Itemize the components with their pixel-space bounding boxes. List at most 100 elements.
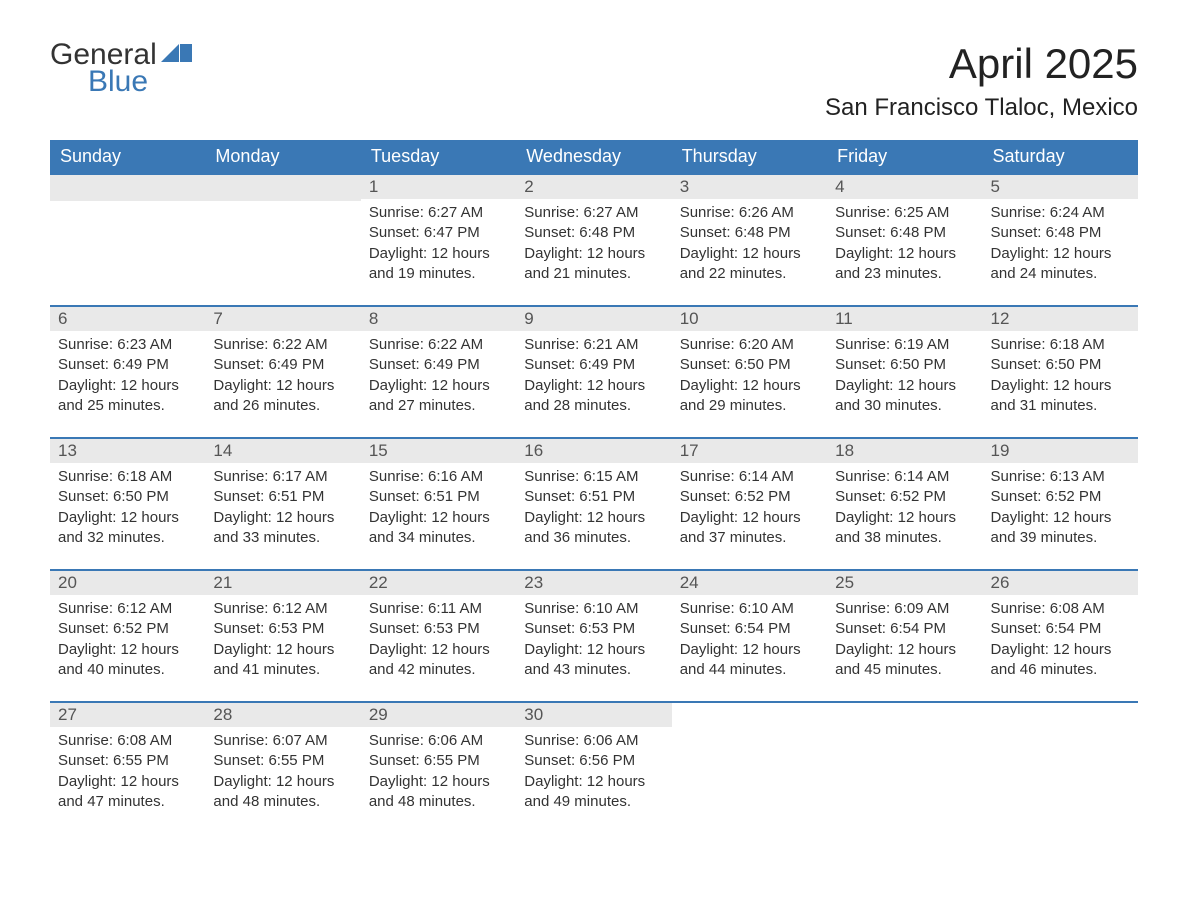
day-number: 4 — [827, 175, 982, 199]
sunset-line: Sunset: 6:47 PM — [369, 223, 508, 243]
calendar-week-row: 6Sunrise: 6:23 AMSunset: 6:49 PMDaylight… — [50, 306, 1138, 438]
day-number: 5 — [983, 175, 1138, 199]
day-body: Sunrise: 6:07 AMSunset: 6:55 PMDaylight:… — [205, 727, 360, 820]
daylight-line: Daylight: 12 hours and 21 minutes. — [524, 244, 663, 285]
sunset-line: Sunset: 6:55 PM — [369, 751, 508, 771]
sunset-line: Sunset: 6:48 PM — [524, 223, 663, 243]
sunset-line: Sunset: 6:54 PM — [680, 619, 819, 639]
calendar-cell: 23Sunrise: 6:10 AMSunset: 6:53 PMDayligh… — [516, 570, 671, 702]
daylight-line: Daylight: 12 hours and 30 minutes. — [835, 376, 974, 417]
calendar-header-row: Sunday Monday Tuesday Wednesday Thursday… — [50, 140, 1138, 174]
sunrise-line: Sunrise: 6:06 AM — [524, 731, 663, 751]
calendar-cell: 22Sunrise: 6:11 AMSunset: 6:53 PMDayligh… — [361, 570, 516, 702]
sunset-line: Sunset: 6:53 PM — [524, 619, 663, 639]
calendar-cell: 2Sunrise: 6:27 AMSunset: 6:48 PMDaylight… — [516, 174, 671, 306]
sunset-line: Sunset: 6:50 PM — [835, 355, 974, 375]
calendar-cell: 6 Sunrise: 6:23 AMSunset: 6:49 PMDaylight… — [50, 306, 205, 438]
calendar-cell: 27Sunrise: 6:08 AMSunset: 6:55 PMDayligh… — [50, 702, 205, 834]
daylight-line: Daylight: 12 hours and 43 minutes. — [524, 640, 663, 681]
month-title: April 2025 — [825, 40, 1138, 88]
day-body: Sunrise: 6:15 AMSunset: 6:51 PMDaylight:… — [516, 463, 671, 556]
sunrise-line: Sunrise: 6:23 AM — [58, 335, 197, 355]
calendar-cell: 8Sunrise: 6:22 AMSunset: 6:49 PMDaylight… — [361, 306, 516, 438]
col-thursday: Thursday — [672, 140, 827, 174]
calendar-cell — [983, 702, 1138, 834]
sunrise-line: Sunrise: 6:08 AM — [991, 599, 1130, 619]
sunrise-line: Sunrise: 6:18 AM — [58, 467, 197, 487]
day-number: 15 — [361, 439, 516, 463]
sunrise-line: Sunrise: 6:13 AM — [991, 467, 1130, 487]
daylight-line: Daylight: 12 hours and 38 minutes. — [835, 508, 974, 549]
location-subtitle: San Francisco Tlaloc, Mexico — [825, 94, 1138, 122]
day-body: Sunrise: 6:10 AMSunset: 6:53 PMDaylight:… — [516, 595, 671, 688]
daylight-line: Daylight: 12 hours and 34 minutes. — [369, 508, 508, 549]
day-number: 6 — [50, 307, 205, 331]
sunrise-line: Sunrise: 6:10 AM — [680, 599, 819, 619]
sunrise-line: Sunrise: 6:09 AM — [835, 599, 974, 619]
day-body: Sunrise: 6:27 AMSunset: 6:47 PMDaylight:… — [361, 199, 516, 292]
calendar-cell: 30Sunrise: 6:06 AMSunset: 6:56 PMDayligh… — [516, 702, 671, 834]
sunrise-line: Sunrise: 6:06 AM — [369, 731, 508, 751]
daylight-line: Daylight: 12 hours and 23 minutes. — [835, 244, 974, 285]
calendar-cell: 9Sunrise: 6:21 AMSunset: 6:49 PMDaylight… — [516, 306, 671, 438]
calendar-cell — [672, 702, 827, 834]
day-number: 10 — [672, 307, 827, 331]
daylight-line: Daylight: 12 hours and 25 minutes. — [58, 376, 197, 417]
sunset-line: Sunset: 6:49 PM — [369, 355, 508, 375]
sunrise-line: Sunrise: 6:19 AM — [835, 335, 974, 355]
day-body: Sunrise: 6:12 AMSunset: 6:52 PMDaylight:… — [50, 595, 205, 688]
sunset-line: Sunset: 6:50 PM — [680, 355, 819, 375]
col-tuesday: Tuesday — [361, 140, 516, 174]
col-wednesday: Wednesday — [516, 140, 671, 174]
calendar-cell: 12Sunrise: 6:18 AMSunset: 6:50 PMDayligh… — [983, 306, 1138, 438]
day-body: Sunrise: 6:11 AMSunset: 6:53 PMDaylight:… — [361, 595, 516, 688]
calendar-table: Sunday Monday Tuesday Wednesday Thursday… — [50, 140, 1138, 834]
day-body: Sunrise: 6:12 AMSunset: 6:53 PMDaylight:… — [205, 595, 360, 688]
day-body: Sunrise: 6:22 AMSunset: 6:49 PMDaylight:… — [361, 331, 516, 424]
sunset-line: Sunset: 6:49 PM — [524, 355, 663, 375]
sunrise-line: Sunrise: 6:08 AM — [58, 731, 197, 751]
calendar-week-row: 1Sunrise: 6:27 AMSunset: 6:47 PMDaylight… — [50, 174, 1138, 306]
day-number: 12 — [983, 307, 1138, 331]
day-body: Sunrise: 6:18 AMSunset: 6:50 PMDaylight:… — [50, 463, 205, 556]
day-number: 18 — [827, 439, 982, 463]
day-number: 17 — [672, 439, 827, 463]
calendar-cell — [205, 174, 360, 306]
sunrise-line: Sunrise: 6:07 AM — [213, 731, 352, 751]
day-body: Sunrise: 6:14 AMSunset: 6:52 PMDaylight:… — [672, 463, 827, 556]
sunset-line: Sunset: 6:56 PM — [524, 751, 663, 771]
sunrise-line: Sunrise: 6:18 AM — [991, 335, 1130, 355]
calendar-cell: 13Sunrise: 6:18 AMSunset: 6:50 PMDayligh… — [50, 438, 205, 570]
day-number: 7 — [205, 307, 360, 331]
day-body: Sunrise: 6:16 AMSunset: 6:51 PMDaylight:… — [361, 463, 516, 556]
day-body: Sunrise: 6:24 AMSunset: 6:48 PMDaylight:… — [983, 199, 1138, 292]
sunset-line: Sunset: 6:51 PM — [213, 487, 352, 507]
sunset-line: Sunset: 6:49 PM — [213, 355, 352, 375]
sunrise-line: Sunrise: 6:22 AM — [213, 335, 352, 355]
daylight-line: Daylight: 12 hours and 29 minutes. — [680, 376, 819, 417]
day-number: 20 — [50, 571, 205, 595]
calendar-cell: 21Sunrise: 6:12 AMSunset: 6:53 PMDayligh… — [205, 570, 360, 702]
col-saturday: Saturday — [983, 140, 1138, 174]
sunrise-line: Sunrise: 6:14 AM — [835, 467, 974, 487]
sunrise-line: Sunrise: 6:24 AM — [991, 203, 1130, 223]
day-number: 1 — [361, 175, 516, 199]
day-number: 24 — [672, 571, 827, 595]
sunrise-line: Sunrise: 6:17 AM — [213, 467, 352, 487]
daylight-line: Daylight: 12 hours and 36 minutes. — [524, 508, 663, 549]
day-body: Sunrise: 6:13 AMSunset: 6:52 PMDaylight:… — [983, 463, 1138, 556]
calendar-cell: 7Sunrise: 6:22 AMSunset: 6:49 PMDaylight… — [205, 306, 360, 438]
col-sunday: Sunday — [50, 140, 205, 174]
sunrise-line: Sunrise: 6:11 AM — [369, 599, 508, 619]
day-number: 13 — [50, 439, 205, 463]
daylight-line: Daylight: 12 hours and 22 minutes. — [680, 244, 819, 285]
daylight-line: Daylight: 12 hours and 42 minutes. — [369, 640, 508, 681]
calendar-cell: 18Sunrise: 6:14 AMSunset: 6:52 PMDayligh… — [827, 438, 982, 570]
calendar-body: 1Sunrise: 6:27 AMSunset: 6:47 PMDaylight… — [50, 174, 1138, 834]
sunset-line: Sunset: 6:55 PM — [58, 751, 197, 771]
day-number: 2 — [516, 175, 671, 199]
sunrise-line: Sunrise: 6:22 AM — [369, 335, 508, 355]
sunrise-line: Sunrise: 6:27 AM — [524, 203, 663, 223]
sunset-line: Sunset: 6:49 PM — [58, 355, 197, 375]
day-body: Sunrise: 6:27 AMSunset: 6:48 PMDaylight:… — [516, 199, 671, 292]
